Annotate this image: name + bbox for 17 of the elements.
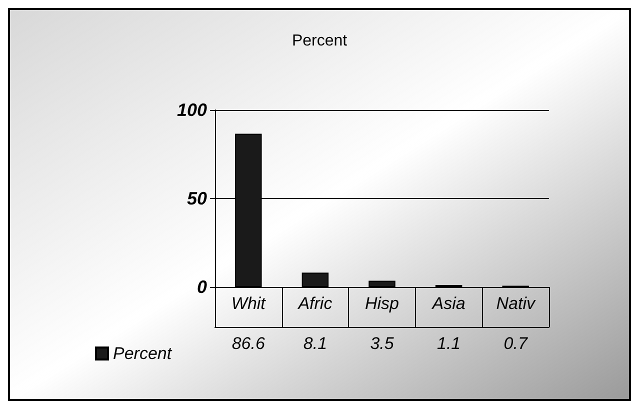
x-tick-label: Nativ: [496, 294, 536, 313]
x-tick-label: Whit: [231, 294, 267, 313]
y-tick-label: 100: [176, 100, 207, 120]
data-label: 1.1: [436, 334, 461, 353]
data-label: 86.6: [232, 334, 266, 353]
data-label: 8.1: [303, 334, 328, 353]
data-label: 3.5: [370, 334, 394, 353]
data-label: 0.7: [504, 334, 528, 353]
bar: [368, 280, 396, 287]
bar: [302, 272, 329, 287]
x-tick-label: Hisp: [364, 294, 400, 313]
chart-title: Percent: [292, 32, 348, 50]
y-tick-label: 50: [186, 188, 207, 208]
y-tick-label: 0: [196, 277, 207, 297]
legend-label: Percent: [113, 344, 173, 363]
x-tick-label: Asia: [431, 294, 466, 313]
x-tick-label: Afric: [297, 294, 333, 313]
